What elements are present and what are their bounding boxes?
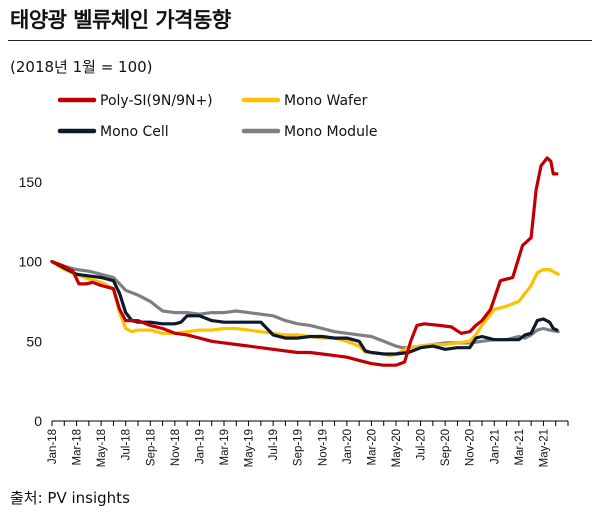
series-lines — [50, 156, 560, 367]
legend-label: Poly-SI(9N/9N+) — [100, 93, 213, 109]
legend-label: Mono Wafer — [284, 93, 368, 109]
x-tick-label: Sep-19 — [293, 429, 305, 466]
y-tick-label: 50 — [26, 333, 42, 349]
x-tick-label: Sep-20 — [440, 429, 452, 466]
x-tick-label: Jul-20 — [416, 429, 428, 460]
x-tick-label: Mar-18 — [72, 429, 84, 465]
x-tick-label: Mar-21 — [514, 429, 526, 465]
legend-label: Mono Cell — [100, 124, 169, 140]
x-tick-label: Jan-19 — [194, 429, 206, 464]
x-tick-label: May-19 — [244, 429, 256, 467]
x-tick-label: Mar-20 — [366, 429, 378, 465]
x-tick-label: Jan-18 — [47, 429, 59, 464]
chart-title: 태양광 벨류체인 가격동향 — [10, 8, 231, 32]
x-tick-label: Jul-18 — [121, 429, 133, 460]
x-tick-label: May-20 — [391, 429, 403, 467]
y-tick-label: 0 — [34, 413, 42, 429]
x-tick-label: Nov-18 — [170, 429, 182, 466]
title-divider — [8, 40, 592, 41]
x-tick-label: Jan-21 — [489, 429, 501, 464]
x-tick-label: Jul-19 — [268, 429, 280, 460]
y-tick-label: 100 — [19, 254, 43, 270]
x-tick-label: Nov-20 — [465, 429, 477, 466]
chart-subtitle: (2018년 1월 = 100) — [10, 58, 153, 76]
axes: 0 50 100 150 Jan-18 Mar-18 May-18 Jul-18 Sep-18 N… — [19, 174, 569, 467]
x-tick-label: Nov-19 — [317, 429, 329, 466]
x-tick-label: Jan-20 — [342, 429, 354, 464]
legend-label: Mono Module — [284, 124, 377, 140]
legend: Poly-SI(9N/9N+) Mono Wafer Mono Cell Mono M… — [57, 93, 377, 140]
source-note: 출처: PV insights — [10, 489, 130, 507]
series-line-poly-si-9n-9n — [50, 156, 559, 367]
y-tick-label: 150 — [19, 174, 43, 190]
x-tick-label: Mar-19 — [219, 429, 231, 465]
x-tick-label: May-21 — [538, 429, 550, 467]
x-tick-label: May-18 — [96, 429, 108, 467]
x-tick-label: Sep-18 — [145, 429, 157, 466]
